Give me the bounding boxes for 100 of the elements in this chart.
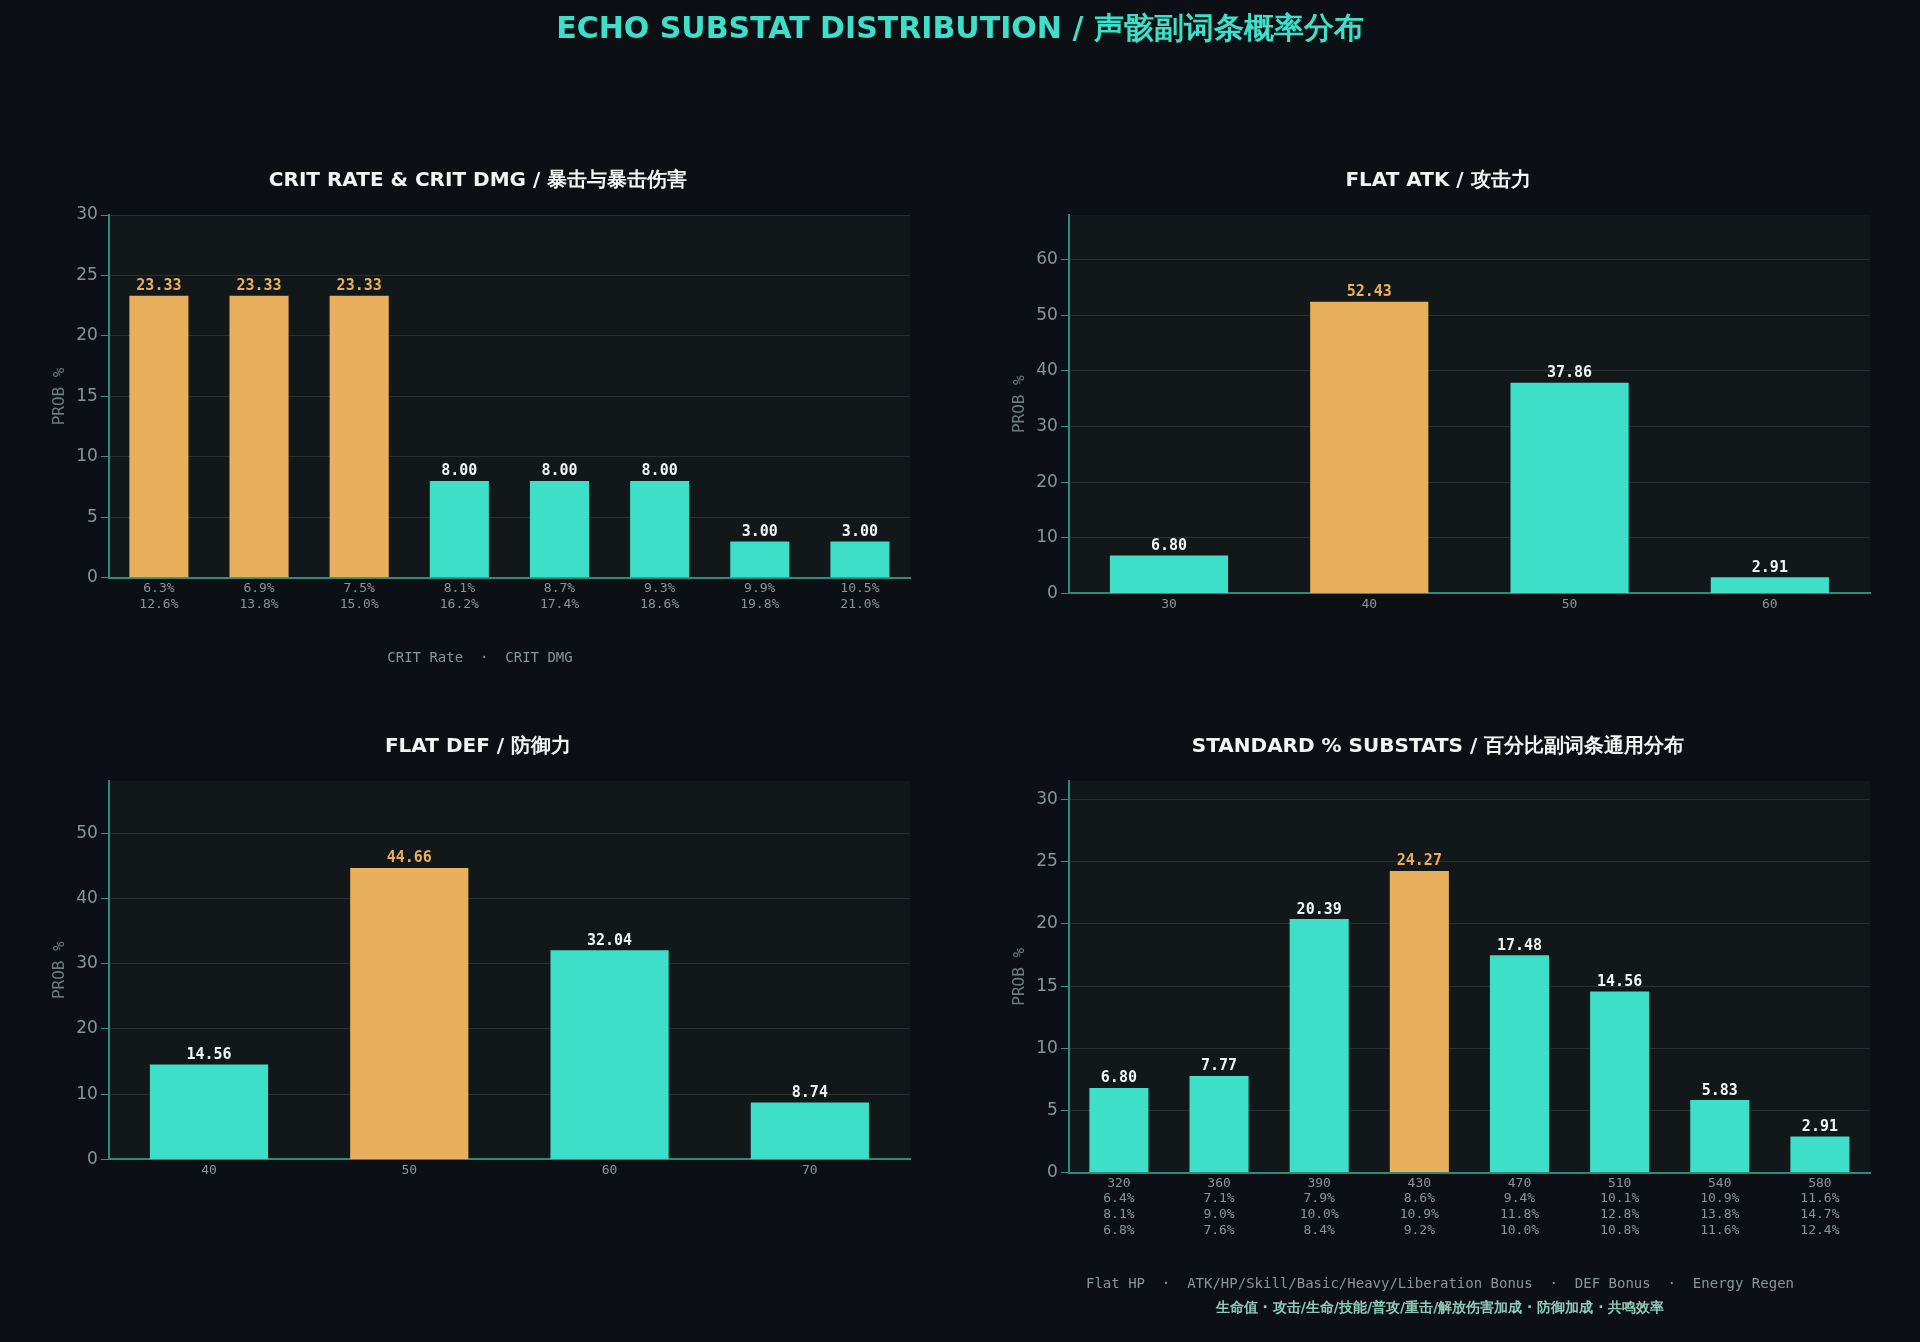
- bar: [830, 541, 890, 578]
- y-tick-label: 20: [1036, 470, 1058, 491]
- bar: [350, 868, 469, 1159]
- y-axis-title: PROB %: [48, 367, 68, 426]
- y-tick-label: 5: [1047, 1098, 1058, 1119]
- bar: [529, 481, 590, 578]
- x-tick-label: 7.5% 15.0%: [339, 579, 379, 611]
- y-tick-label: 25: [1036, 850, 1058, 871]
- bar: [1510, 382, 1629, 593]
- x-tick-label: 6.3% 12.6%: [139, 579, 179, 611]
- x-tick-label: 320 6.4% 8.1% 6.8%: [1103, 1174, 1135, 1237]
- bar: [1590, 991, 1650, 1173]
- data-label: 5.83: [1701, 1080, 1738, 1099]
- x-tick-label: 40: [201, 1161, 217, 1177]
- data-label: 23.33: [236, 276, 282, 295]
- y-tick-label: 25: [76, 263, 98, 284]
- y-tick-label: 20: [76, 1017, 98, 1038]
- x-tick-label: 60: [601, 1161, 618, 1177]
- data-label: 8.74: [791, 1082, 828, 1101]
- y-tick-label: 40: [1036, 359, 1058, 380]
- data-label: 37.86: [1546, 363, 1593, 382]
- bar: [429, 481, 489, 578]
- y-tick-label: 0: [1047, 1161, 1058, 1182]
- x-tick-label: 70: [802, 1161, 818, 1177]
- x-tick-label: 6.9% 13.8%: [239, 579, 279, 611]
- data-label: 8.00: [541, 461, 578, 480]
- x-tick-label: 540 10.9% 13.8% 11.6%: [1700, 1174, 1740, 1237]
- text: CRIT Rate · CRIT DMG: [386, 649, 574, 665]
- bar: [149, 1064, 269, 1159]
- y-tick-label: 20: [1036, 912, 1058, 933]
- y-tick-label: 30: [1036, 788, 1058, 809]
- text: Flat HP · ATK/HP/Skill/Basic/Heavy/Liberation Bonus · DEF Bonus · Energy Regen: [1085, 1275, 1795, 1291]
- y-tick-label: 10: [1036, 1036, 1058, 1057]
- data-label: 32.04: [586, 930, 633, 949]
- y-tick-label: 10: [1036, 526, 1058, 547]
- bar: [730, 541, 790, 578]
- y-tick-label: 0: [87, 1147, 98, 1168]
- y-tick-label: 40: [76, 886, 98, 907]
- x-tick-label: 580 11.6% 14.7% 12.4%: [1800, 1174, 1840, 1237]
- y-tick-label: 30: [1036, 414, 1058, 435]
- x-tick-label: 9.3% 18.6%: [640, 579, 680, 611]
- bar: [1109, 555, 1229, 593]
- x-tick-label: 9.9% 19.8%: [740, 579, 780, 611]
- bar: [1289, 919, 1349, 1173]
- data-label: 24.27: [1396, 851, 1442, 870]
- data-label: 52.43: [1346, 282, 1392, 301]
- data-label: 2.91: [1751, 557, 1788, 576]
- bar: [1710, 577, 1829, 593]
- data-label: 23.33: [336, 276, 382, 295]
- y-tick-label: 60: [1036, 247, 1058, 268]
- chart-title: CRIT RATE & CRIT DMG / 暴击与暴击伤害: [268, 167, 688, 192]
- data-label: 8.00: [441, 461, 478, 480]
- bar: [630, 481, 690, 578]
- data-label: 2.91: [1801, 1116, 1838, 1135]
- y-tick-label: 10: [76, 1082, 98, 1103]
- x-tick-label: 10.5% 21.0%: [840, 579, 880, 611]
- y-axis-title: PROB %: [1008, 947, 1028, 1006]
- data-label: 17.48: [1496, 935, 1543, 954]
- x-tick-label: 50: [1561, 595, 1578, 611]
- data-label: 3.00: [841, 521, 878, 540]
- y-tick-label: 5: [87, 505, 98, 526]
- x-tick-label: 470 9.4% 11.8% 10.0%: [1499, 1174, 1540, 1237]
- data-label: 6.80: [1150, 535, 1188, 554]
- y-axis-title: PROB %: [1008, 374, 1028, 434]
- bar: [129, 295, 189, 578]
- y-tick-label: 15: [76, 384, 98, 405]
- data-label: 7.77: [1200, 1056, 1238, 1075]
- data-label: 20.39: [1296, 899, 1342, 918]
- y-tick-label: 50: [1036, 303, 1058, 324]
- bar: [1089, 1088, 1149, 1173]
- bar: [1690, 1100, 1750, 1173]
- y-tick-label: 0: [1047, 581, 1058, 602]
- y-tick-label: 0: [87, 566, 98, 587]
- x-tick-label: 50: [401, 1161, 418, 1177]
- x-tick-label: 60: [1762, 595, 1778, 611]
- x-tick-label: 390 7.9% 10.0% 8.4%: [1299, 1174, 1339, 1237]
- bar: [750, 1102, 869, 1159]
- chart-title: STANDARD % SUBSTATS / 百分比副词条通用分布: [1191, 733, 1685, 758]
- chart-title: FLAT ATK / 攻击力: [1345, 167, 1531, 192]
- text: 生命值 · 攻击/生命/技能/普攻/重击/解放伤害加成 · 防御加成 · 共鸣效率: [1214, 1299, 1666, 1317]
- y-tick-label: 20: [76, 324, 98, 345]
- data-label: 14.56: [186, 1044, 232, 1063]
- x-tick-label: 510 10.1% 12.8% 10.8%: [1600, 1174, 1640, 1237]
- x-tick-label: 8.1% 16.2%: [439, 579, 480, 611]
- text: ECHO SUBSTAT DISTRIBUTION / 声骸副词条概率分布: [556, 9, 1364, 47]
- y-tick-label: 30: [76, 952, 98, 973]
- x-tick-label: 30: [1161, 595, 1177, 611]
- y-tick-label: 50: [76, 821, 98, 842]
- x-tick-label: 40: [1361, 595, 1378, 611]
- y-axis-title: PROB %: [48, 940, 68, 1000]
- data-label: 6.80: [1100, 1068, 1137, 1087]
- data-label: 23.33: [136, 276, 182, 295]
- data-label: 44.66: [386, 848, 432, 867]
- x-tick-label: 360 7.1% 9.0% 7.6%: [1203, 1174, 1235, 1237]
- bar: [229, 295, 289, 578]
- data-label: 8.00: [641, 461, 678, 480]
- bar: [550, 950, 669, 1159]
- y-tick-label: 10: [76, 445, 98, 466]
- bar: [1310, 301, 1429, 593]
- bar: [1489, 955, 1550, 1173]
